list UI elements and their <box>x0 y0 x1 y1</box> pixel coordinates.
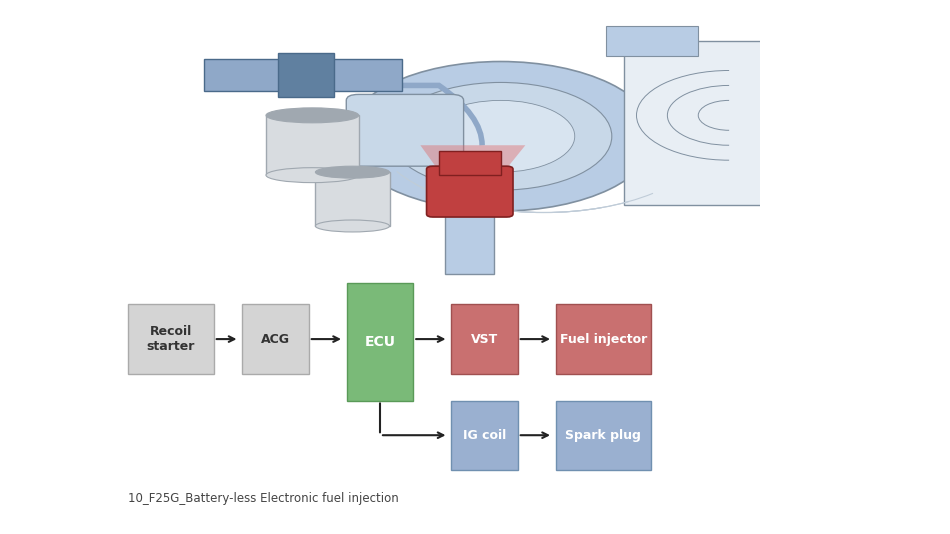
FancyBboxPatch shape <box>451 304 518 374</box>
Text: IG coil: IG coil <box>463 429 506 442</box>
Bar <box>259 67 276 82</box>
FancyBboxPatch shape <box>242 304 309 374</box>
FancyBboxPatch shape <box>556 400 651 470</box>
Bar <box>204 59 402 91</box>
Text: Spark plug: Spark plug <box>565 429 641 442</box>
Bar <box>346 67 362 82</box>
Ellipse shape <box>315 220 390 232</box>
Text: Fuel injector: Fuel injector <box>560 333 647 345</box>
PathPatch shape <box>420 145 525 214</box>
FancyBboxPatch shape <box>451 400 518 470</box>
Bar <box>266 115 359 175</box>
Text: ECU: ECU <box>365 335 395 349</box>
Text: ACG: ACG <box>261 333 290 345</box>
Bar <box>315 172 390 226</box>
Bar <box>303 67 318 82</box>
Bar <box>238 67 254 82</box>
Ellipse shape <box>266 168 359 183</box>
FancyBboxPatch shape <box>128 304 214 374</box>
FancyBboxPatch shape <box>346 95 464 166</box>
Circle shape <box>427 100 575 172</box>
Bar <box>624 41 779 205</box>
FancyBboxPatch shape <box>347 283 413 400</box>
Bar <box>445 199 494 274</box>
Bar <box>325 67 340 82</box>
Circle shape <box>390 82 612 190</box>
FancyBboxPatch shape <box>427 166 513 217</box>
Text: VST: VST <box>471 333 498 345</box>
Bar <box>278 52 334 97</box>
Text: Recoil
starter: Recoil starter <box>147 325 195 353</box>
Ellipse shape <box>315 166 390 178</box>
Bar <box>606 26 698 56</box>
Ellipse shape <box>266 108 359 123</box>
Bar <box>439 151 501 175</box>
FancyBboxPatch shape <box>556 304 651 374</box>
Bar <box>281 67 296 82</box>
Text: 10_F25G_Battery-less Electronic fuel injection: 10_F25G_Battery-less Electronic fuel inj… <box>128 492 399 505</box>
Bar <box>217 67 232 82</box>
Circle shape <box>346 61 656 211</box>
Bar <box>368 67 383 82</box>
